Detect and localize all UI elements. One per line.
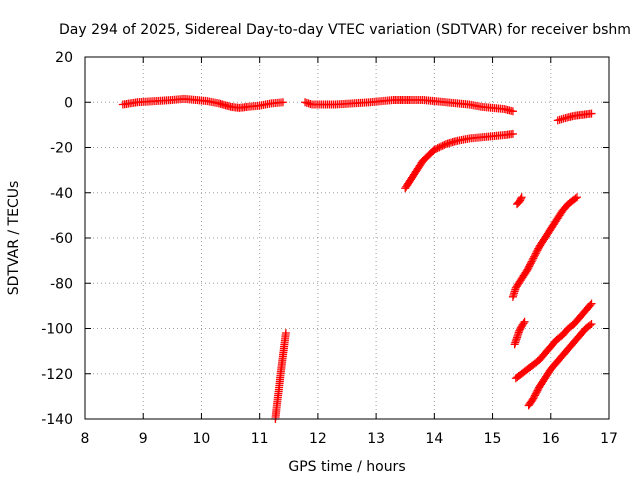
x-tick-label: 17: [600, 431, 618, 447]
data-point: [440, 140, 449, 149]
data-point: [571, 194, 580, 203]
x-tick-label: 16: [542, 431, 560, 447]
data-point: [281, 329, 290, 338]
y-tick-label: 0: [64, 95, 73, 111]
data-point: [438, 141, 447, 150]
x-tick-label: 13: [367, 431, 385, 447]
x-tick-label: 11: [251, 431, 269, 447]
y-tick-label: -40: [50, 186, 73, 202]
data-point: [572, 193, 581, 202]
y-axis-label: SDTVAR / TECUs: [6, 181, 22, 296]
data-point: [587, 299, 596, 308]
data-point: [435, 143, 444, 152]
chart-title: Day 294 of 2025, Sidereal Day-to-day VTE…: [59, 22, 631, 38]
data-point: [430, 145, 439, 154]
data-point: [431, 144, 440, 153]
data-point: [517, 193, 526, 202]
x-tick-label: 10: [193, 431, 211, 447]
x-axis-label: GPS time / hours: [288, 459, 405, 475]
y-tick-label: -140: [41, 412, 73, 428]
y-tick-label: -60: [50, 231, 73, 247]
data-point: [278, 98, 287, 107]
data-points: [118, 94, 596, 423]
data-point: [519, 319, 528, 328]
x-tick-label: 8: [81, 431, 90, 447]
x-tick-label: 14: [425, 431, 443, 447]
y-tick-label: -100: [41, 322, 73, 338]
y-tick-label: -20: [50, 141, 73, 157]
y-tick-label: -120: [41, 367, 73, 383]
data-point: [586, 321, 595, 330]
data-point: [433, 144, 442, 153]
y-tick-label: 20: [55, 50, 73, 66]
x-tick-label: 9: [139, 431, 148, 447]
data-point: [587, 319, 596, 328]
plot-frame: [84, 56, 610, 420]
grid: [85, 57, 609, 419]
x-tick-label: 15: [484, 431, 502, 447]
x-tick-label: 12: [309, 431, 327, 447]
data-point: [508, 129, 517, 138]
y-axis-ticks: 20 0 -20 -40 -60 -80 -100 -120 -140: [41, 50, 609, 428]
data-point: [508, 107, 517, 116]
data-point: [436, 142, 445, 151]
data-point: [516, 194, 525, 203]
data-point: [587, 109, 596, 118]
y-tick-label: -80: [50, 276, 73, 292]
data-point: [586, 300, 595, 309]
data-point: [520, 317, 529, 326]
x-axis-ticks: 8 9 10 11 12 13 14 15 16 17: [81, 57, 618, 447]
